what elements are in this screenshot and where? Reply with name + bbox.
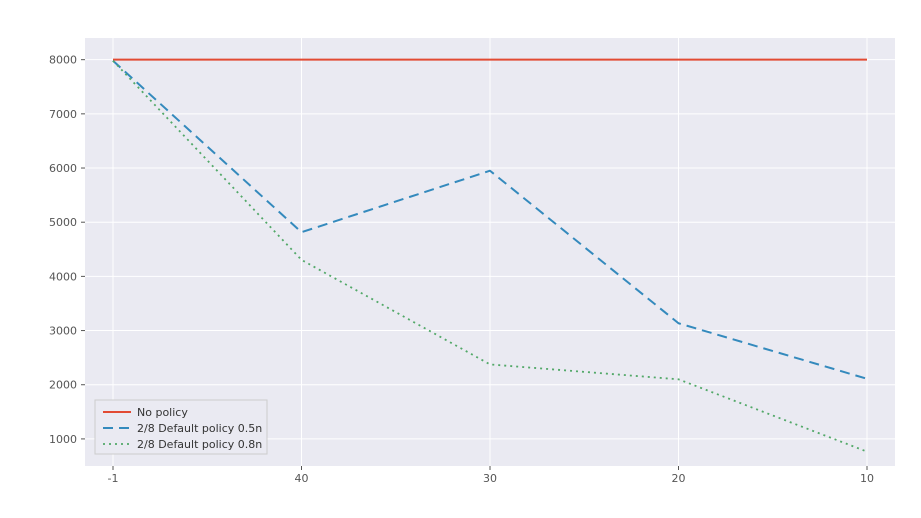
x-tick-label: 30 [483, 472, 497, 485]
y-tick-label: 1000 [49, 433, 77, 446]
x-tick-label: 40 [295, 472, 309, 485]
chart-container: 1000 2000 3000 4000 5000 6000 7000 8000 -1 40 30 20… [0, 0, 921, 518]
y-tick-label: 3000 [49, 325, 77, 338]
y-tick-label: 5000 [49, 216, 77, 229]
y-tick-label: 6000 [49, 162, 77, 175]
y-tick-label: 8000 [49, 54, 77, 67]
x-tick-label: 20 [672, 472, 686, 485]
x-tick-label: 10 [860, 472, 874, 485]
legend-label: No policy [137, 406, 188, 419]
legend-label: 2/8 Default policy 0.8n [137, 438, 262, 451]
y-tick-label: 2000 [49, 379, 77, 392]
legend-label: 2/8 Default policy 0.5n [137, 422, 262, 435]
line-chart: 1000 2000 3000 4000 5000 6000 7000 8000 -1 40 30 20… [0, 0, 921, 518]
x-tick-label: -1 [108, 472, 119, 485]
y-tick-label: 4000 [49, 270, 77, 283]
y-tick-label: 7000 [49, 108, 77, 121]
